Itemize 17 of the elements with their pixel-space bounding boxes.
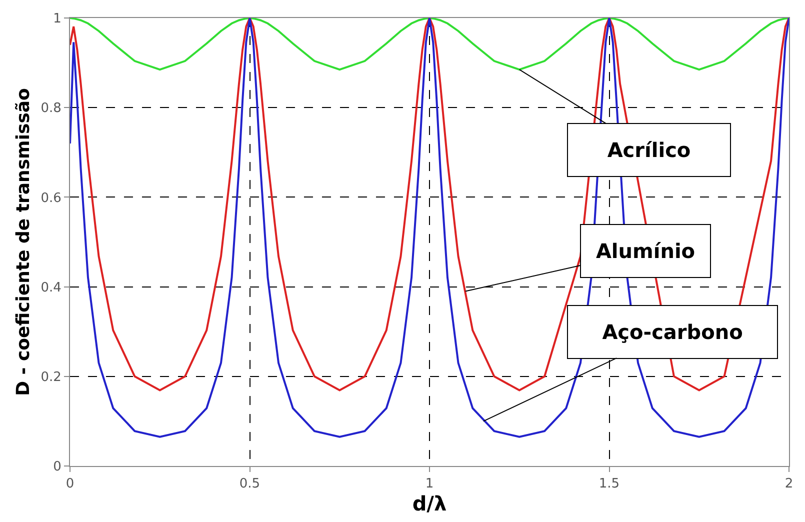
y-tick-label: 0 bbox=[53, 460, 62, 475]
x-tick-label: 0.5 bbox=[239, 476, 260, 492]
y-tick-label: 1 bbox=[53, 12, 62, 27]
x-tick-label: 1 bbox=[425, 476, 434, 492]
annotation: Acrílico bbox=[607, 138, 691, 162]
y-axis-title: D - coeficiente de transmissão bbox=[12, 88, 34, 396]
annotation: Alumínio bbox=[596, 239, 696, 263]
y-tick-label: 0.6 bbox=[40, 190, 62, 206]
x-axis-title: d/λ bbox=[412, 492, 447, 516]
y-tick-label: 0.8 bbox=[40, 101, 62, 116]
line-series bbox=[70, 18, 789, 71]
annotation: Aço-carbono bbox=[602, 320, 743, 344]
y-tick-label: 0.4 bbox=[40, 280, 62, 296]
x-tick-label: 2 bbox=[784, 476, 794, 492]
x-tick-label: 1.5 bbox=[598, 476, 620, 492]
y-tick-label: 0.2 bbox=[40, 370, 62, 385]
x-tick-label: 0 bbox=[66, 476, 74, 492]
